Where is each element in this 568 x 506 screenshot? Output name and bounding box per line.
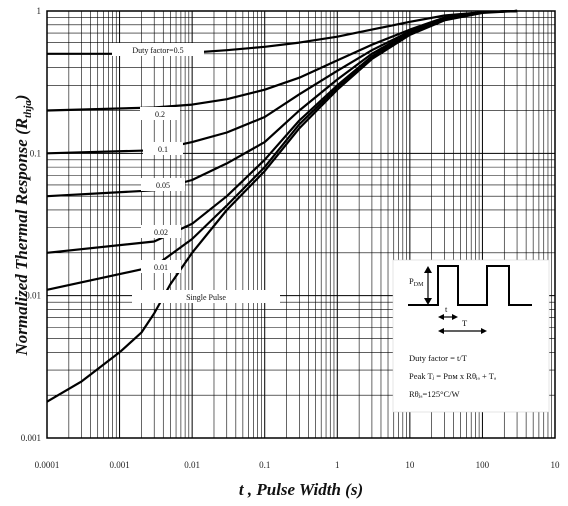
inset-box bbox=[392, 259, 550, 413]
curve-label: 0.2 bbox=[155, 110, 165, 119]
series-group bbox=[46, 9, 518, 403]
curve-label-box bbox=[141, 178, 185, 191]
curve-label: 0.01 bbox=[154, 263, 168, 272]
x-tick-label: 10 bbox=[551, 460, 561, 470]
x-axis-title: t , Pulse Width (s) bbox=[239, 480, 363, 499]
duty-factor-note: Duty factor = t/T bbox=[409, 353, 468, 363]
plot-frame bbox=[46, 10, 556, 439]
y-tick-label: 0.001 bbox=[21, 433, 41, 443]
grid bbox=[46, 11, 555, 439]
x-tick-label: 0.0001 bbox=[35, 460, 60, 470]
pdm-label: PDM bbox=[409, 276, 424, 288]
x-tick-label: 100 bbox=[476, 460, 490, 470]
curve-label: 0.02 bbox=[154, 228, 168, 237]
curve-label: Single Pulse bbox=[186, 293, 226, 302]
pdm-arrowhead-down bbox=[424, 298, 432, 305]
series-line-3 bbox=[46, 9, 518, 198]
curve-label-box bbox=[140, 107, 180, 120]
x-tick-label: 0.1 bbox=[259, 460, 270, 470]
thermal-resistance-note: Rθⱼₐ=125°C/W bbox=[409, 389, 460, 399]
y-tick-label: 0.1 bbox=[30, 148, 41, 158]
x-tick-label: 10 bbox=[405, 460, 415, 470]
pdm-arrowhead-up bbox=[424, 266, 432, 273]
curve-label-box bbox=[143, 142, 183, 155]
curve-label: 0.05 bbox=[156, 181, 170, 190]
peak-temp-note: Peak Tⱼ = Pᴅᴍ x Rθⱼₐ + Tₐ bbox=[409, 371, 497, 381]
y-tick-label: 0.01 bbox=[25, 291, 41, 301]
y-tick-label: 1 bbox=[37, 6, 42, 16]
t-arrowhead-2 bbox=[452, 314, 458, 320]
T-label: T bbox=[462, 318, 468, 328]
series-line-6 bbox=[46, 9, 518, 403]
t-label: t bbox=[445, 304, 448, 314]
duty-cycle-inset: PDM t T Duty factor = t/T Peak Tⱼ = Pᴅᴍ … bbox=[392, 259, 550, 413]
curve-label: 0.1 bbox=[158, 145, 168, 154]
x-tick-label: 0.01 bbox=[184, 460, 200, 470]
curve-label-box bbox=[141, 225, 181, 238]
T-arrowhead-2 bbox=[481, 328, 487, 334]
curve-label-box bbox=[141, 260, 181, 273]
x-tick-label: 1 bbox=[335, 460, 340, 470]
curve-label: Duty factor=0.5 bbox=[132, 46, 183, 55]
T-arrowhead bbox=[438, 328, 444, 334]
series-line-1 bbox=[46, 9, 518, 112]
tick-labels: 0.0001 0.001 0.01 0.1 1 10 100 10 1 0.1 0.01 0.001 bbox=[21, 6, 560, 470]
curve-label-box bbox=[132, 290, 280, 303]
y-axis-title: Normalized Thermal Response (Rthja) bbox=[12, 95, 34, 357]
curve-label-box bbox=[112, 43, 204, 56]
x-tick-label: 0.001 bbox=[109, 460, 129, 470]
series-line-2 bbox=[46, 9, 518, 155]
curve-labels: Duty factor=0.5 0.2 0.1 0.05 0.02 0.01 Single … bbox=[112, 43, 280, 303]
t-arrowhead bbox=[438, 314, 444, 320]
pulse-waveform bbox=[408, 265, 532, 306]
